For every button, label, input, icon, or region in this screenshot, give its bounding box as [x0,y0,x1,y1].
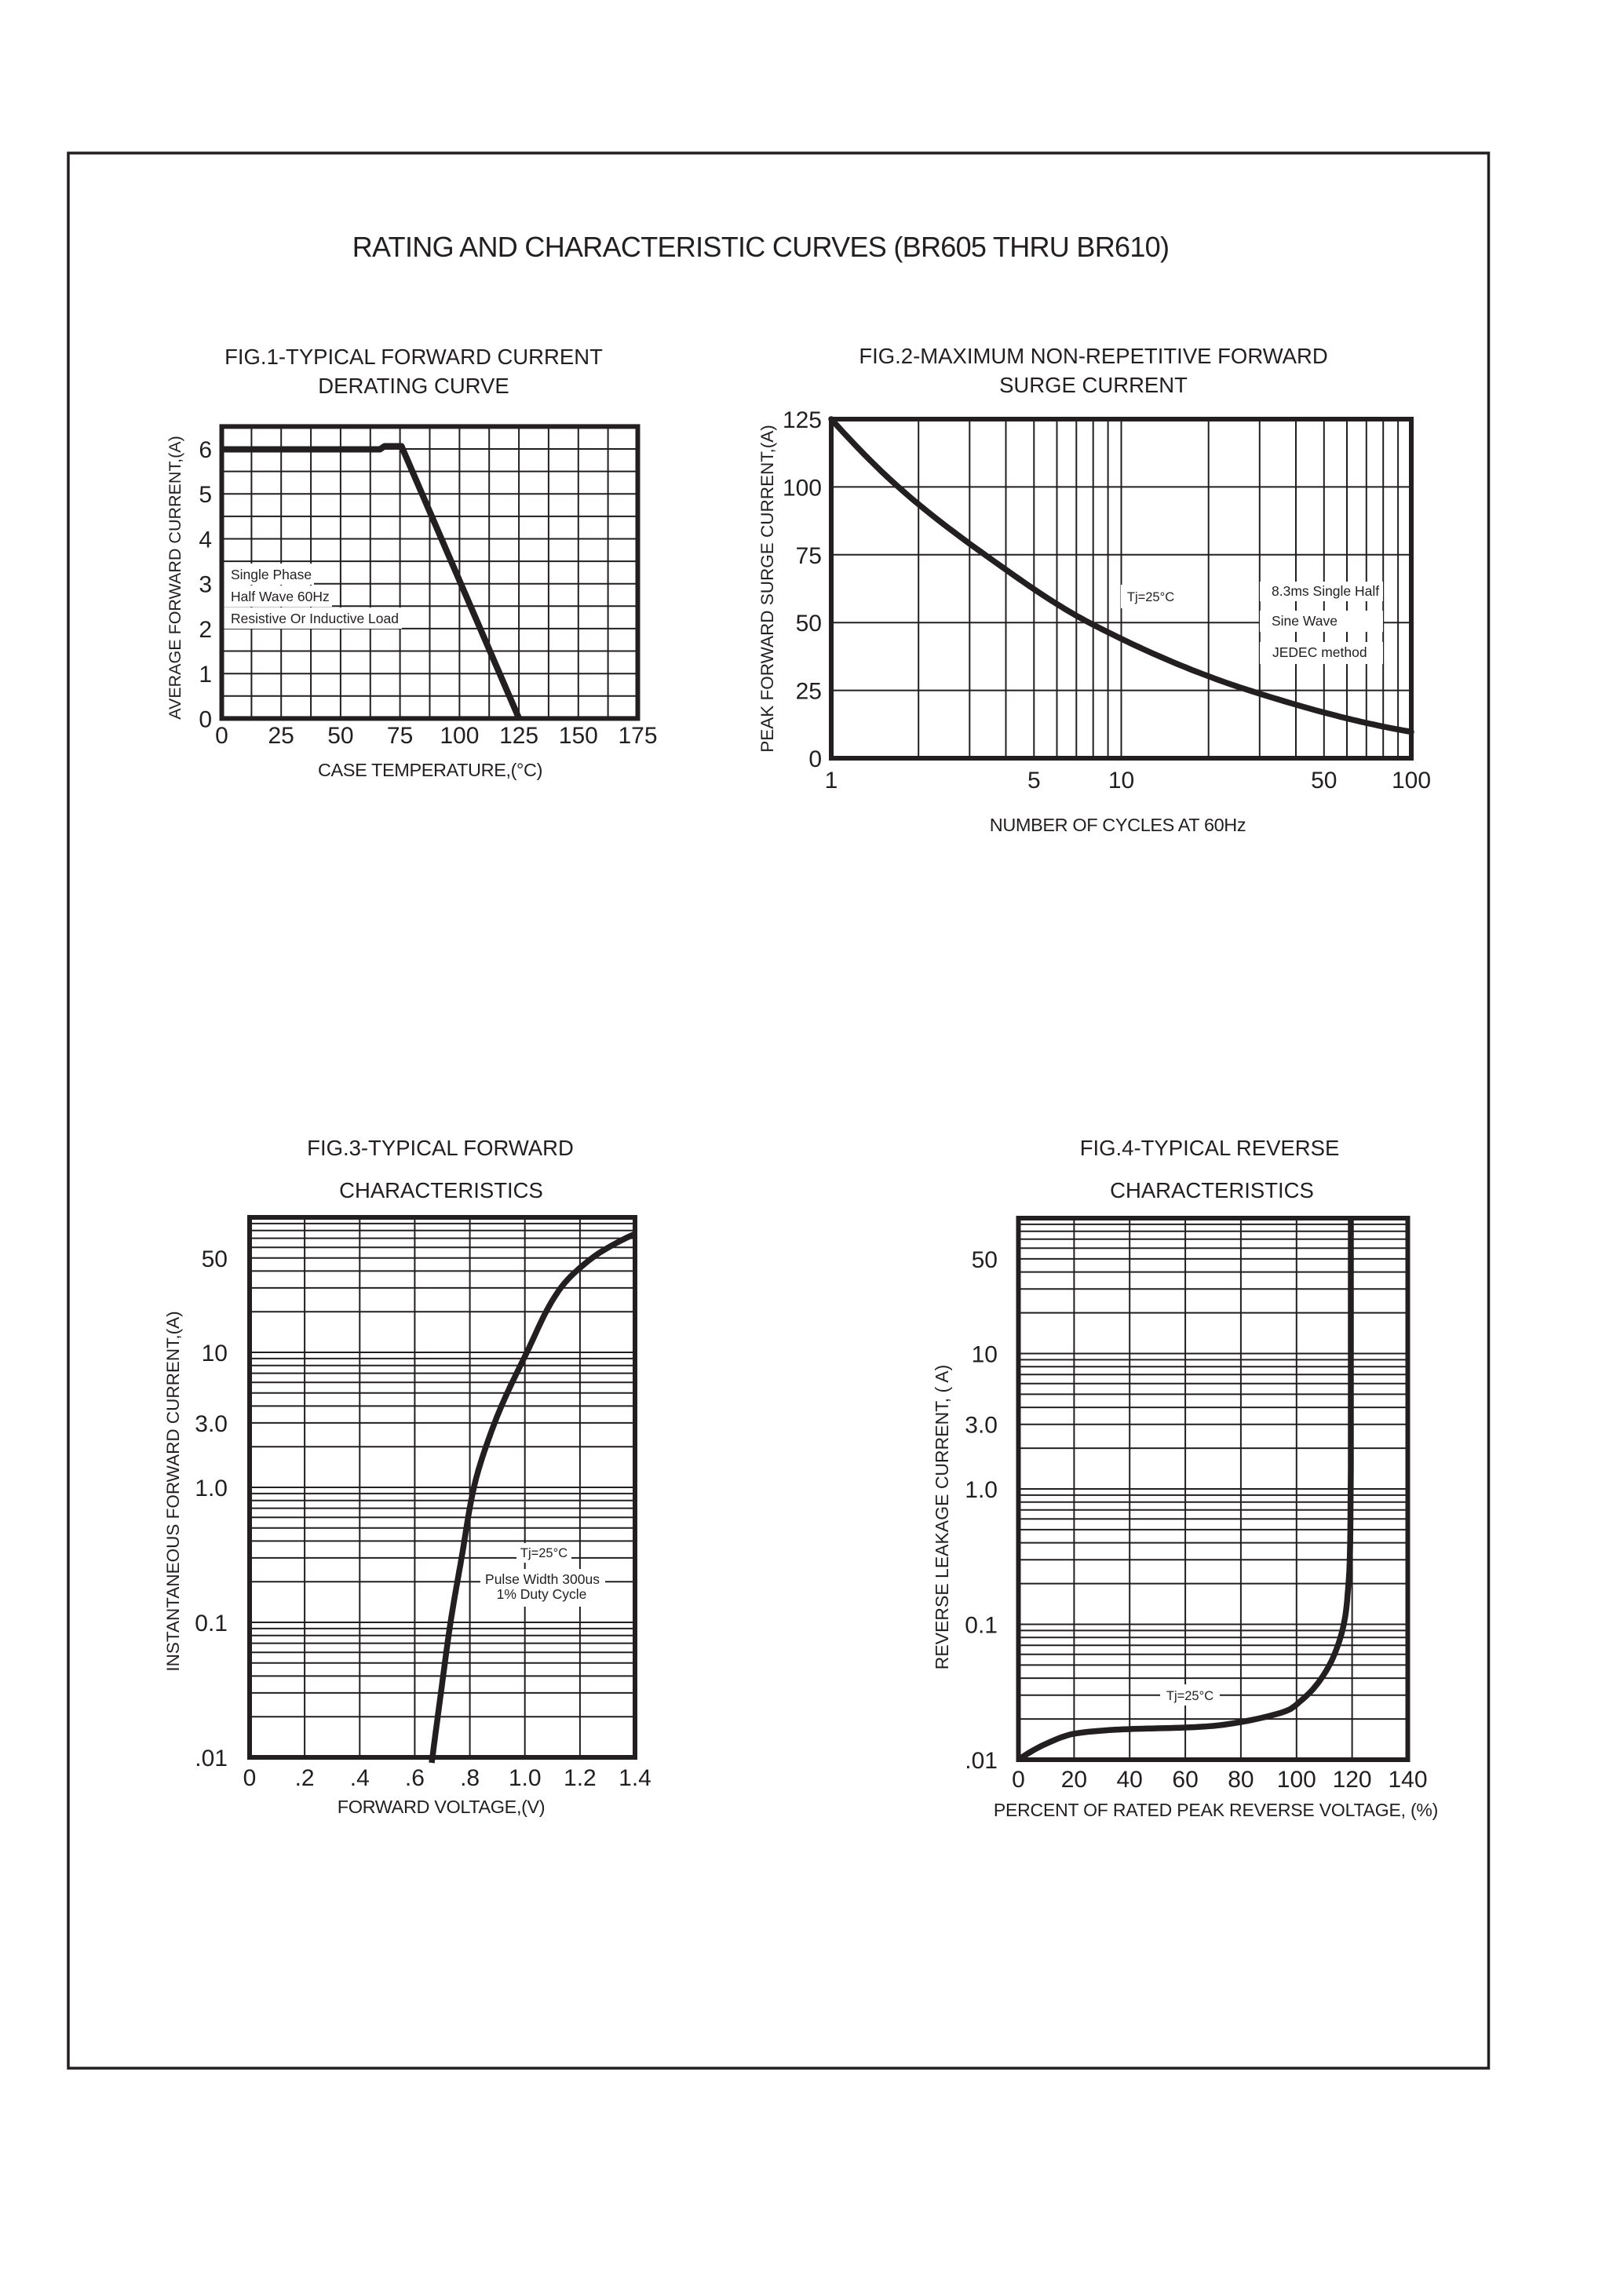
svg-text:50: 50 [327,723,353,749]
svg-text:.4: .4 [350,1765,370,1791]
svg-text:25: 25 [796,679,822,705]
svg-text:75: 75 [387,723,413,749]
svg-text:100: 100 [783,475,822,501]
svg-text:FIG.2-MAXIMUM NON-REPETITIVE F: FIG.2-MAXIMUM NON-REPETITIVE FORWARD [859,344,1327,368]
svg-text:.2: .2 [295,1765,315,1791]
svg-text:100: 100 [1392,768,1431,794]
svg-text:0.1: 0.1 [195,1611,228,1636]
svg-text:0: 0 [1012,1767,1025,1793]
svg-text:100: 100 [1277,1767,1316,1793]
svg-text:.8: .8 [460,1765,480,1791]
svg-text:8.3ms Single Half: 8.3ms Single Half [1272,583,1379,599]
svg-text:Resistive Or Inductive Load: Resistive Or Inductive Load [231,611,399,626]
svg-text:.01: .01 [195,1746,228,1771]
svg-text:20: 20 [1061,1767,1087,1793]
svg-text:25: 25 [268,723,294,749]
svg-text:0: 0 [199,706,212,732]
svg-text:4: 4 [199,527,212,553]
svg-text:Sine Wave: Sine Wave [1272,613,1338,629]
svg-text:1: 1 [199,662,212,688]
svg-text:CHARACTERISTICS: CHARACTERISTICS [339,1178,543,1202]
svg-text:1.4: 1.4 [619,1765,651,1791]
svg-text:80: 80 [1228,1767,1254,1793]
svg-text:10: 10 [202,1341,228,1366]
svg-text:.6: .6 [405,1765,425,1791]
svg-text:0: 0 [808,746,822,772]
svg-text:DERATING CURVE: DERATING CURVE [318,374,509,398]
svg-text:1.2: 1.2 [564,1765,597,1791]
svg-text:.01: .01 [965,1748,998,1774]
svg-text:2: 2 [199,617,212,643]
svg-text:5: 5 [199,482,212,508]
svg-text:5: 5 [1027,768,1041,794]
svg-text:CHARACTERISTICS: CHARACTERISTICS [1110,1178,1314,1202]
svg-text:NUMBER OF CYCLES AT 60Hz: NUMBER OF CYCLES AT 60Hz [990,815,1246,835]
svg-text:175: 175 [618,723,657,749]
svg-text:0.1: 0.1 [965,1613,998,1639]
svg-text:125: 125 [499,723,538,749]
svg-text:FIG.1-TYPICAL FORWARD CURRENT: FIG.1-TYPICAL FORWARD CURRENT [224,345,603,369]
svg-text:FIG.3-TYPICAL FORWARD: FIG.3-TYPICAL FORWARD [307,1136,574,1160]
svg-text:AVERAGE FORWARD CURRENT,(A): AVERAGE FORWARD CURRENT,(A) [166,436,184,720]
svg-text:3: 3 [199,572,212,598]
svg-text:60: 60 [1172,1767,1198,1793]
svg-text:40: 40 [1117,1767,1143,1793]
svg-text:INSTANTANEOUS FORWARD CURRENT,: INSTANTANEOUS FORWARD CURRENT,(A) [163,1311,183,1671]
svg-text:1.0: 1.0 [509,1765,542,1791]
svg-text:50: 50 [202,1246,228,1272]
svg-text:1: 1 [825,768,838,794]
svg-text:1.0: 1.0 [195,1476,228,1501]
svg-text:RATING AND CHARACTERISTIC CURV: RATING AND CHARACTERISTIC CURVES (BR605 … [352,231,1170,263]
svg-text:50: 50 [972,1247,998,1273]
svg-text:PERCENT OF RATED PEAK REVERSE: PERCENT OF RATED PEAK REVERSE VOLTAGE, (… [994,1800,1438,1820]
svg-text:10: 10 [972,1342,998,1368]
svg-text:Single Phase: Single Phase [231,567,312,582]
svg-text:FIG.4-TYPICAL REVERSE: FIG.4-TYPICAL REVERSE [1080,1136,1340,1160]
svg-text:150: 150 [559,723,598,749]
svg-text:JEDEC method: JEDEC method [1272,644,1367,660]
svg-text:75: 75 [796,543,822,569]
svg-text:50: 50 [796,611,822,637]
svg-text:0: 0 [243,1765,257,1791]
svg-text:CASE TEMPERATURE,(°C): CASE TEMPERATURE,(°C) [318,760,542,780]
svg-text:Half Wave 60Hz: Half Wave 60Hz [231,589,330,604]
svg-text:120: 120 [1333,1767,1372,1793]
svg-text:0: 0 [215,723,228,749]
svg-text:125: 125 [783,407,822,433]
svg-text:FORWARD VOLTAGE,(V): FORWARD VOLTAGE,(V) [338,1797,545,1817]
svg-text:50: 50 [1311,768,1337,794]
svg-text:3.0: 3.0 [965,1413,998,1439]
svg-text:1.0: 1.0 [965,1477,998,1503]
svg-text:Tj=25°C: Tj=25°C [1127,590,1174,604]
svg-text:PEAK FORWARD SURGE CURRENT,(A): PEAK FORWARD SURGE CURRENT,(A) [757,425,777,753]
svg-text:Tj=25°C: Tj=25°C [520,1546,567,1560]
svg-text:1% Duty Cycle: 1% Duty Cycle [497,1586,587,1602]
svg-text:3.0: 3.0 [195,1411,228,1437]
svg-text:Tj=25°C: Tj=25°C [1166,1689,1213,1703]
svg-text:10: 10 [1108,768,1134,794]
svg-text:140: 140 [1388,1767,1427,1793]
svg-text:6: 6 [199,437,212,463]
svg-text:Pulse Width 300us: Pulse Width 300us [485,1571,600,1587]
svg-text:SURGE CURRENT: SURGE CURRENT [999,373,1188,397]
svg-text:REVERSE LEAKAGE CURRENT, ( A): REVERSE LEAKAGE CURRENT, ( A) [932,1365,952,1670]
svg-text:100: 100 [440,723,479,749]
